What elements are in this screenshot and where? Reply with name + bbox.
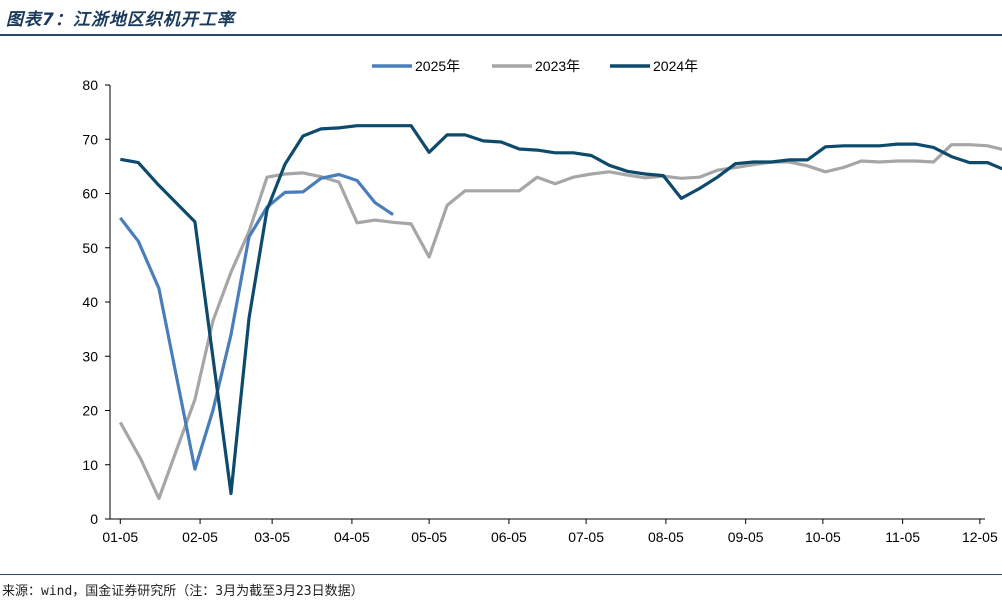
series-line-2023: [118, 143, 1002, 500]
y-tick-label: 60: [82, 186, 98, 202]
series-line-2024: [120, 124, 1002, 496]
y-tick-label: 20: [82, 403, 98, 419]
chart-legend: 2025年 2023年 2024年: [372, 58, 698, 74]
x-tick-label: 01-05: [102, 529, 138, 545]
y-tick-label: 50: [82, 240, 98, 256]
legend-label: 2024年: [653, 58, 698, 74]
legend-label: 2023年: [535, 58, 580, 74]
chart-axes: 0 10 20 30 40 50 60 70 80 01-05 02-05 03-05 04-05 05-…: [82, 77, 998, 545]
y-tick-label: 40: [82, 294, 98, 310]
x-tick-label: 10-05: [805, 529, 841, 545]
source-note: 来源：wind，国金证券研究所（注：3月为截至3月23日数据）: [2, 584, 364, 599]
x-tick-label: 06-05: [491, 529, 527, 545]
y-tick-label: 80: [82, 77, 98, 93]
x-tick-label: 11-05: [885, 529, 920, 545]
legend-label: 2025年: [415, 58, 460, 74]
x-tick-label: 04-05: [334, 529, 370, 545]
y-tick-label: 10: [82, 457, 98, 473]
y-tick-label: 70: [82, 131, 98, 147]
top-divider: [0, 34, 1002, 36]
series-line-2025: [119, 172, 394, 471]
x-tick-label: 09-05: [728, 529, 764, 545]
chart-series: [118, 124, 1002, 500]
x-tick-label: 07-05: [568, 529, 604, 545]
x-tick-label: 12-05: [962, 529, 998, 545]
y-tick-label: 0: [90, 511, 98, 527]
x-tick-label: 05-05: [411, 529, 447, 545]
x-tick-label: 03-05: [254, 529, 290, 545]
x-tick-label: 02-05: [182, 529, 218, 545]
y-tick-label: 30: [82, 348, 98, 364]
bottom-divider: [0, 574, 1002, 575]
chart-title: 图表7：江浙地区织机开工率: [6, 10, 235, 30]
x-tick-label: 08-05: [648, 529, 684, 545]
